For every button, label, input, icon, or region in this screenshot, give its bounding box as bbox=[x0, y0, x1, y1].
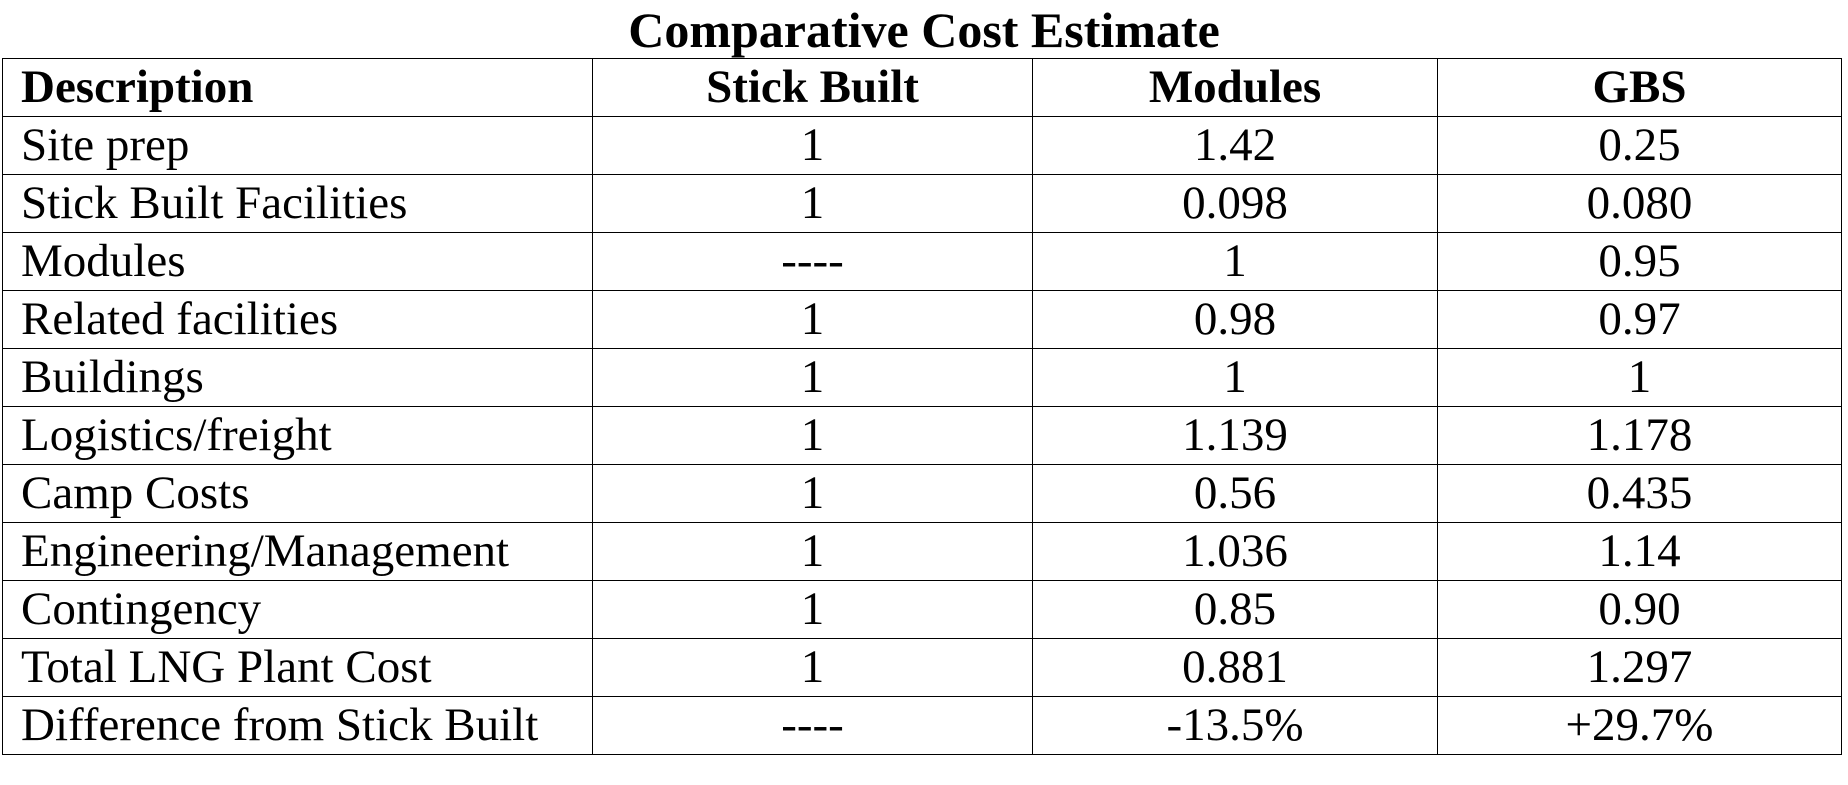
header-row: Description Stick Built Modules GBS bbox=[2, 58, 1842, 117]
table-cell: Difference from Stick Built bbox=[2, 696, 593, 755]
table-cell: +29.7% bbox=[1437, 696, 1842, 755]
table-cell: 0.881 bbox=[1032, 638, 1438, 697]
table-cell: 1 bbox=[592, 348, 1033, 407]
table-cell: 0.098 bbox=[1032, 174, 1438, 233]
table-cell: 1 bbox=[1437, 348, 1842, 407]
table-cell: Engineering/Management bbox=[2, 522, 593, 581]
table-cell: 1 bbox=[592, 174, 1033, 233]
table-row: Total LNG Plant Cost 1 0.881 1.297 bbox=[2, 638, 1842, 697]
table-row: Difference from Stick Built ---- -13.5% +29… bbox=[2, 696, 1842, 755]
table-cell: Camp Costs bbox=[2, 464, 593, 523]
table-cell: 1 bbox=[592, 638, 1033, 697]
table-cell: 1.139 bbox=[1032, 406, 1438, 465]
table-cell: 1 bbox=[592, 522, 1033, 581]
table-cell: Related facilities bbox=[2, 290, 593, 349]
table-row: Camp Costs 1 0.56 0.435 bbox=[2, 464, 1842, 523]
table-cell: 1.42 bbox=[1032, 116, 1438, 175]
table-row: Logistics/freight 1 1.139 1.178 bbox=[2, 406, 1842, 465]
table-row: Modules ---- 1 0.95 bbox=[2, 232, 1842, 291]
table-cell: 0.56 bbox=[1032, 464, 1438, 523]
table-row: Stick Built Facilities 1 0.098 0.080 bbox=[2, 174, 1842, 233]
header-cell: Stick Built bbox=[592, 58, 1033, 117]
table-cell: 0.080 bbox=[1437, 174, 1842, 233]
cost-table: Description Stick Built Modules GBS Site pre… bbox=[2, 58, 1842, 755]
header-cell: Description bbox=[2, 58, 593, 117]
table-row: Buildings 1 1 1 bbox=[2, 348, 1842, 407]
table-cell: 1.297 bbox=[1437, 638, 1842, 697]
table-cell: Stick Built Facilities bbox=[2, 174, 593, 233]
header-cell: Modules bbox=[1032, 58, 1438, 117]
table-cell: 1 bbox=[592, 290, 1033, 349]
table-cell: 0.435 bbox=[1437, 464, 1842, 523]
table-row: Engineering/Management 1 1.036 1.14 bbox=[2, 522, 1842, 581]
table-cell: Buildings bbox=[2, 348, 593, 407]
table-cell: 0.85 bbox=[1032, 580, 1438, 639]
table-row: Contingency 1 0.85 0.90 bbox=[2, 580, 1842, 639]
table-title: Comparative Cost Estimate bbox=[628, 2, 1220, 58]
table-cell: 0.90 bbox=[1437, 580, 1842, 639]
table-cell: 1 bbox=[1032, 348, 1438, 407]
table-cell: ---- bbox=[592, 232, 1033, 291]
table-cell: 1.14 bbox=[1437, 522, 1842, 581]
table-cell: Logistics/freight bbox=[2, 406, 593, 465]
table-cell: 0.98 bbox=[1032, 290, 1438, 349]
table-cell: -13.5% bbox=[1032, 696, 1438, 755]
table-cell: 1 bbox=[592, 116, 1033, 175]
table-cell: Site prep bbox=[2, 116, 593, 175]
table-cell: 1.178 bbox=[1437, 406, 1842, 465]
table-cell: 1 bbox=[592, 464, 1033, 523]
table-cell: ---- bbox=[592, 696, 1033, 755]
table-cell: 0.97 bbox=[1437, 290, 1842, 349]
table-cell: 0.25 bbox=[1437, 116, 1842, 175]
table-cell: Total LNG Plant Cost bbox=[2, 638, 593, 697]
header-cell: GBS bbox=[1437, 58, 1842, 117]
table-row: Site prep 1 1.42 0.25 bbox=[2, 116, 1842, 175]
table-cell: 1.036 bbox=[1032, 522, 1438, 581]
table-cell: 1 bbox=[592, 580, 1033, 639]
table-cell: Contingency bbox=[2, 580, 593, 639]
table-cell: 1 bbox=[1032, 232, 1438, 291]
table-row: Related facilities 1 0.98 0.97 bbox=[2, 290, 1842, 349]
table-cell: 1 bbox=[592, 406, 1033, 465]
table-cell: 0.95 bbox=[1437, 232, 1842, 291]
table-cell: Modules bbox=[2, 232, 593, 291]
